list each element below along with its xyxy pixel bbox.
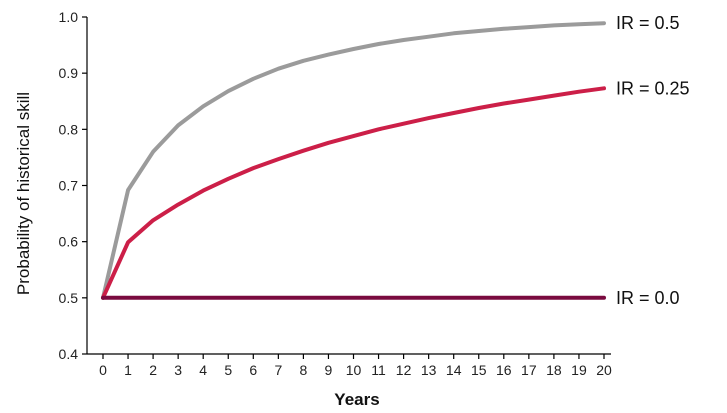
x-tick-label-4: 4 — [199, 362, 207, 378]
series-label-ir-0-25: IR = 0.25 — [616, 78, 690, 98]
x-tick-label-20: 20 — [596, 362, 612, 378]
y-axis-title: Probability of historical skill — [14, 92, 33, 295]
series-line-ir-0-25 — [101, 86, 606, 300]
x-tick-label-18: 18 — [546, 362, 562, 378]
x-tick-label-1: 1 — [124, 362, 132, 378]
x-tick-label-7: 7 — [274, 362, 282, 378]
axes-layer — [86, 17, 611, 355]
series-line-ir-0-5 — [101, 21, 606, 300]
x-tick-label-10: 10 — [346, 362, 362, 378]
x-tick-label-2: 2 — [149, 362, 157, 378]
y-tick-label-2: 0.6 — [59, 234, 79, 250]
x-tick-label-11: 11 — [371, 362, 386, 378]
y-tick-label-4: 0.8 — [59, 121, 79, 137]
x-tick-label-13: 13 — [421, 362, 437, 378]
x-tick-label-3: 3 — [174, 362, 182, 378]
series-layer — [101, 21, 606, 300]
x-tick-label-19: 19 — [571, 362, 587, 378]
series-label-ir-0-0: IR = 0.0 — [616, 288, 680, 308]
ticks-layer: 0.40.50.60.70.80.91.00 1 2 3 4 5 6 7 8 9 10 11 12 13 1… — [59, 9, 612, 378]
x-tick-label-0: 0 — [99, 362, 107, 378]
series-labels: IR = 0.5 IR = 0.25 IR = 0.0 — [616, 13, 690, 308]
x-tick-label-17: 17 — [521, 362, 537, 378]
y-tick-label-3: 0.7 — [59, 178, 79, 194]
x-tick-label-6: 6 — [249, 362, 257, 378]
x-tick-label-8: 8 — [300, 362, 308, 378]
y-tick-label-1: 0.5 — [59, 290, 79, 306]
x-tick-label-9: 9 — [325, 362, 333, 378]
x-tick-label-14: 14 — [446, 362, 462, 378]
y-tick-label-5: 0.9 — [59, 65, 79, 81]
x-tick-label-5: 5 — [224, 362, 232, 378]
x-axis-title: Years — [334, 390, 379, 409]
x-tick-label-15: 15 — [471, 362, 487, 378]
y-tick-label-6: 1.0 — [59, 9, 79, 25]
y-tick-label-0: 0.4 — [59, 346, 79, 362]
series-label-ir-0-5: IR = 0.5 — [616, 13, 680, 33]
x-tick-label-12: 12 — [396, 362, 412, 378]
x-tick-label-16: 16 — [496, 362, 512, 378]
